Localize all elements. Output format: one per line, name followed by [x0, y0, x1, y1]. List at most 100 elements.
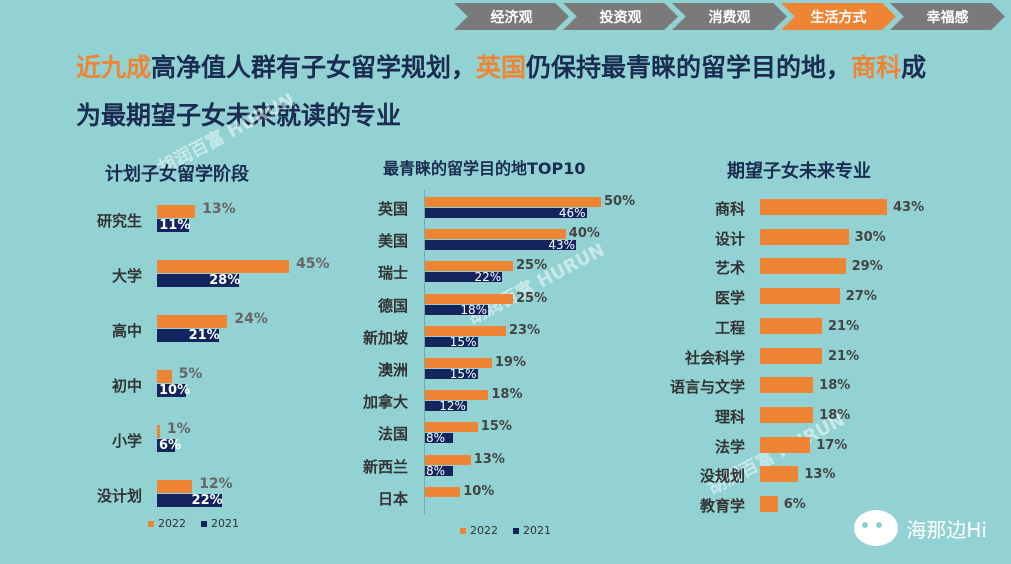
chart1-title: 计划子女留学阶段 — [105, 164, 249, 185]
chart3-category-label: 设计 — [714, 229, 745, 248]
chart1-value-2022: 45% — [296, 256, 330, 272]
chart2-bar-2022 — [425, 390, 489, 401]
chart1-bar-2022 — [157, 425, 160, 438]
chart2-bar-2021 — [425, 240, 577, 251]
chart2-value-2022: 10% — [463, 483, 495, 499]
chart3-bar-2022 — [760, 466, 799, 483]
chart3-value-2022: 21% — [828, 318, 860, 334]
chart2-value-2022: 19% — [494, 355, 526, 370]
headline-highlight-2: 英国 — [476, 53, 527, 82]
nav-tab-0[interactable]: 经济观 — [454, 3, 569, 30]
nav-tab-2[interactable]: 消费观 — [672, 3, 787, 30]
chart2-value-2021: 18% — [460, 302, 488, 317]
chart1-value-2021: 11% — [159, 218, 191, 233]
chart2-bar-2022 — [425, 261, 513, 272]
chart3-bar-2022 — [760, 377, 814, 394]
chart1-value-2022: 1% — [166, 421, 191, 437]
chart1-category-label: 大学 — [111, 267, 142, 285]
chart3-category-label: 教育学 — [699, 497, 745, 515]
chart2-value-2022: 25% — [516, 290, 548, 306]
chart2-category-label: 加拿大 — [362, 393, 408, 412]
chart3-value-2022: 43% — [893, 200, 925, 215]
chart2-category-label: 法国 — [377, 425, 408, 444]
chart2-value-2022: 18% — [491, 387, 523, 403]
nav-tab-4[interactable]: 幸福感 — [890, 3, 1005, 30]
chart3-bar-2022 — [760, 199, 887, 215]
chart1-value-2021: 10% — [159, 383, 191, 398]
chart2-category-label: 澳洲 — [377, 361, 408, 379]
chart2-value-2021: 46% — [558, 206, 586, 220]
chart3-value-2022: 18% — [819, 378, 851, 394]
chart2-bar-2021 — [425, 433, 454, 444]
chart3-bar-2022 — [760, 228, 849, 245]
chart1-bar-2022 — [157, 260, 289, 273]
chart2-bar-2021 — [425, 272, 503, 283]
chart2-value-2021: 43% — [548, 238, 576, 253]
chart3-value-2022: 30% — [854, 229, 886, 245]
chart3-category-label: 医学 — [714, 289, 745, 308]
chart1-bar-2021 — [157, 329, 219, 342]
chart3-value-2022: 29% — [851, 259, 883, 275]
chart3-bar-2022 — [760, 288, 840, 305]
chart2-bar-2021 — [425, 369, 478, 379]
chart1-value-2021: 28% — [209, 273, 241, 288]
chart2-bar-2022 — [425, 422, 478, 433]
wechat-icon — [854, 510, 899, 546]
chart2-category-label: 美国 — [377, 232, 408, 251]
headline-text-1: 高净值人群有子女留学规划， — [151, 53, 477, 82]
chart2-bar-2022 — [425, 454, 471, 465]
chart3-value-2022: 21% — [828, 348, 860, 364]
chart1-value-2021: 6% — [159, 438, 182, 453]
chart3-category-label: 社会科学 — [684, 348, 745, 367]
chart2-value-2022: 25% — [516, 258, 548, 274]
chart1-category-label: 初中 — [111, 377, 142, 395]
chart2-category-label: 新西兰 — [362, 457, 408, 476]
chart1-bar-2022 — [157, 370, 172, 383]
chart3-bar-2022 — [760, 347, 823, 364]
chart2-title: 最青睐的留学目的地TOP10 — [383, 159, 586, 178]
chart2-bar-2022 — [425, 229, 566, 240]
chart1-category-label: 小学 — [111, 432, 142, 450]
chart2-value-2021: 15% — [449, 334, 477, 349]
chart2-value-2021: 22% — [474, 270, 502, 285]
top-nav: 经济观 投资观 消费观 生活方式 幸福感 — [454, 3, 1005, 30]
chart3-value-2022: 13% — [804, 467, 836, 483]
chart2-value-2021: 8% — [426, 431, 446, 446]
chart2-legend: 2022 2021 — [460, 524, 551, 537]
chart2-axis — [424, 190, 425, 515]
chart2-value-2022: 23% — [508, 322, 541, 338]
headline-highlight-3: 商科 — [851, 53, 902, 82]
chart3-title: 期望子女未来专业 — [727, 161, 871, 182]
chart3-value-2022: 18% — [819, 407, 851, 423]
chart1-bar-2022 — [157, 315, 228, 328]
chart1-value-2021: 22% — [191, 493, 223, 508]
chart3-category-label: 理科 — [714, 407, 745, 426]
account-name: 海那边Hi — [906, 517, 987, 542]
wechat-account: 海那边Hi — [854, 510, 987, 546]
chart1-bar-2021 — [157, 274, 240, 287]
chart3-category-label: 工程 — [714, 318, 745, 337]
chart1-value-2022: 13% — [202, 201, 236, 217]
chart2-bar-2021 — [425, 401, 468, 412]
chart2-category-label: 日本 — [377, 489, 408, 508]
chart1-bar-2021 — [157, 494, 222, 507]
nav-tab-3[interactable]: 生活方式 — [781, 3, 896, 30]
chart2-bar-2021 — [425, 465, 454, 476]
chart2-value-2022: 13% — [473, 451, 505, 467]
chart1-category-label: 没计划 — [96, 487, 142, 505]
chart2-category-label: 瑞士 — [377, 264, 408, 283]
chart2-bar-2022 — [425, 486, 461, 497]
chart1-value-2022: 12% — [199, 476, 233, 492]
chart2-value-2022: 50% — [604, 194, 636, 209]
chart2-value-2022: 15% — [480, 419, 512, 435]
chart2-bar-2022 — [425, 293, 513, 304]
chart2-bar-2021 — [425, 304, 489, 315]
chart2-value-2021: 8% — [426, 463, 446, 478]
chart1-value-2022: 24% — [234, 311, 268, 327]
chart3-bar-2022 — [760, 436, 811, 453]
chart3-bar-2022 — [760, 496, 778, 512]
nav-tab-1[interactable]: 投资观 — [563, 3, 678, 30]
chart2-category-label: 新加坡 — [362, 328, 408, 347]
headline-text-2: 仍保持最青睐的留学目的地， — [526, 53, 852, 82]
chart2-value-2022: 40% — [568, 226, 600, 242]
